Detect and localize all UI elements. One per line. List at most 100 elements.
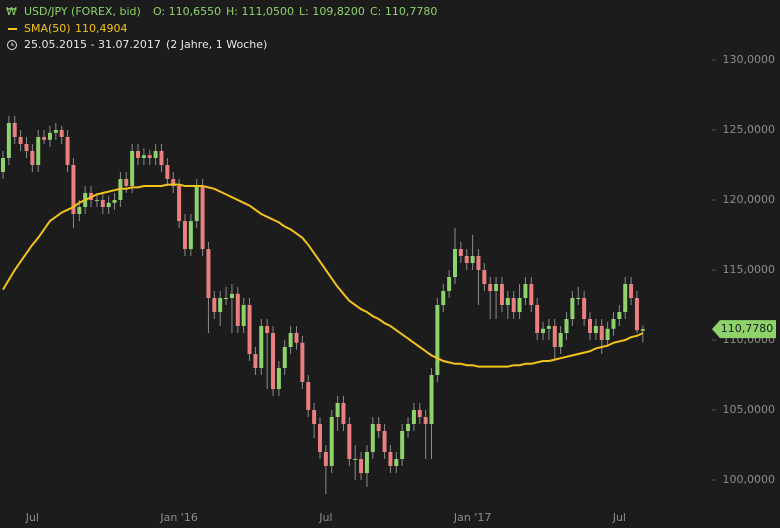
candle-body <box>24 144 29 151</box>
candle-body <box>353 459 358 460</box>
candle-body <box>271 333 276 389</box>
ohlc-label: O: 110,6550 <box>153 5 221 18</box>
candle-body <box>71 165 76 214</box>
x-tick-label: Jan '16 <box>159 511 197 524</box>
candle-body <box>294 333 299 343</box>
candle-body <box>229 293 234 298</box>
y-tick-label: 130,0000 <box>723 53 776 66</box>
candle-body <box>212 298 217 312</box>
candle-body <box>94 200 99 201</box>
candle-body <box>235 293 240 326</box>
candle-body <box>100 200 105 207</box>
candle-body <box>130 151 135 186</box>
candle-body <box>564 319 569 333</box>
candle-body <box>36 137 41 165</box>
candle-body <box>417 410 422 417</box>
candle-body <box>112 200 117 203</box>
candle-body <box>347 424 352 459</box>
candle-body <box>59 130 64 137</box>
candle-body <box>18 137 23 144</box>
x-tick-label: Jan '17 <box>453 511 491 524</box>
candle-body <box>435 305 440 375</box>
candle-body <box>634 298 639 331</box>
clock-icon <box>7 40 17 50</box>
candle-body <box>482 270 487 284</box>
candle-body <box>65 137 70 165</box>
x-tick-label: Jul <box>25 511 39 524</box>
candle-body <box>241 305 246 326</box>
candle-body <box>370 424 375 452</box>
candle-body <box>300 342 305 382</box>
chart-title: USD/JPY (FOREX, bid) <box>24 5 141 18</box>
y-tick-label: 100,0000 <box>723 473 776 486</box>
candle-body <box>276 368 281 389</box>
candle-body <box>106 202 111 207</box>
candle-body <box>599 326 604 340</box>
sma-line <box>2 183 644 368</box>
ohlc-label: L: 109,8200 <box>299 5 365 18</box>
candle-body <box>529 284 534 305</box>
y-tick-label: 115,0000 <box>723 263 776 276</box>
candle-body <box>382 431 387 452</box>
candle-body <box>593 326 598 333</box>
x-tick-label: Jul <box>318 511 332 524</box>
candle-body <box>541 328 546 333</box>
sma-name: SMA(50) <box>24 22 71 35</box>
header: ₩ USD/JPY (FOREX, bid) O: 110,6550 H: 11… <box>6 5 437 51</box>
candle-body <box>53 130 58 133</box>
candle-body <box>6 123 11 158</box>
candle-body <box>194 186 199 221</box>
candle-body <box>30 151 35 165</box>
candle-body <box>288 333 293 347</box>
candle-body <box>12 123 17 137</box>
candle-body <box>588 319 592 333</box>
candle-body <box>247 305 252 354</box>
ohlc-label: H: 111,0500 <box>226 5 294 18</box>
candle-body <box>359 459 364 473</box>
candle-body <box>464 256 469 263</box>
candle-body <box>341 403 346 424</box>
candle-body <box>177 186 182 221</box>
candle-body <box>517 298 522 312</box>
x-tick-label: Jul <box>612 511 626 524</box>
candle-body <box>42 137 47 140</box>
candle-body <box>312 410 317 424</box>
date-range: 25.05.2015 - 31.07.2017 <box>24 38 161 51</box>
candle-body <box>306 382 311 410</box>
candle-body <box>511 298 516 312</box>
candle-body <box>552 326 557 347</box>
candle-body <box>476 256 481 270</box>
candle-body <box>488 284 493 291</box>
candle-body <box>329 417 334 466</box>
candle-body <box>147 155 152 158</box>
candle-body <box>253 354 258 368</box>
ohlc-label: C: 110,7780 <box>370 5 437 18</box>
candle-body <box>470 256 475 263</box>
candle-body <box>171 179 176 186</box>
candle-body <box>265 326 270 333</box>
candle-body <box>447 277 452 291</box>
candle-body <box>364 452 369 473</box>
candle-body <box>77 207 82 214</box>
candle-body <box>317 424 322 452</box>
candle-body <box>411 410 416 424</box>
candle-body <box>224 298 229 299</box>
last-price-label: 110,7780 <box>721 322 774 335</box>
candle-body <box>141 155 146 158</box>
candle-body <box>188 221 193 249</box>
candle-body <box>576 298 581 299</box>
candle-body <box>218 298 223 312</box>
candle-body <box>623 284 628 312</box>
candle-body <box>611 319 616 329</box>
candle-body <box>406 424 411 431</box>
candle-body <box>458 249 463 256</box>
candle-body <box>159 151 164 165</box>
clock-icon <box>11 42 14 46</box>
candle-body <box>429 375 434 424</box>
candle-body <box>523 284 528 298</box>
candle-body <box>394 459 399 466</box>
candle-body <box>494 284 499 291</box>
candle-body <box>200 186 205 249</box>
